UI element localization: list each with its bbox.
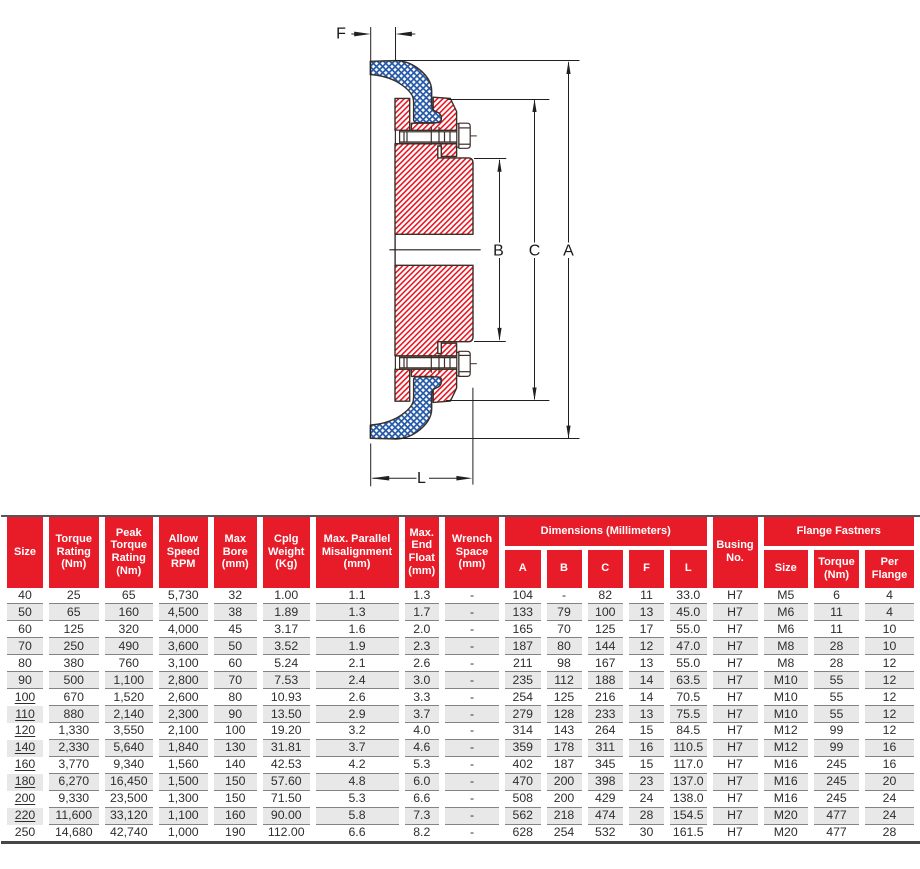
svg-text:C: C	[529, 243, 541, 260]
svg-text:L: L	[417, 470, 426, 487]
svg-text:B: B	[493, 243, 504, 260]
svg-text:F: F	[336, 26, 346, 43]
svg-text:A: A	[563, 243, 574, 260]
